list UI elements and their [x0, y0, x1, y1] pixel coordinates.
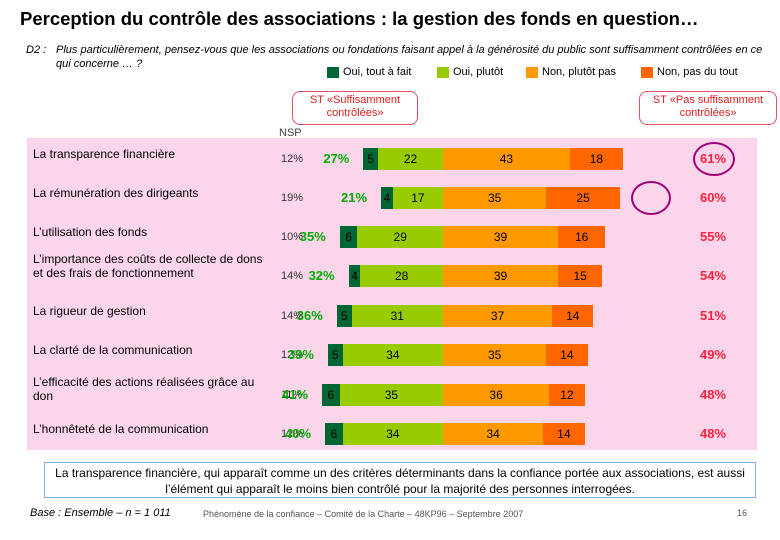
- st-satisfied-value: 41%: [282, 387, 309, 402]
- bar-non-plutot-pas: 39: [443, 226, 559, 248]
- conclusion-text-end: pour la majorité des personnes interrogé…: [400, 482, 635, 496]
- nsp-value: 14%: [281, 310, 304, 322]
- nsp-header: NSP: [279, 127, 302, 139]
- page-number: 16: [737, 508, 748, 518]
- nsp-value: 12%: [281, 428, 304, 440]
- bar-non-pas-du-tout: 14: [543, 423, 585, 445]
- nsp-value: 19%: [281, 192, 304, 204]
- st-satisfied-value: 36%: [296, 308, 323, 323]
- bar-non-pas-du-tout: 16: [558, 226, 606, 248]
- bar-non-pas-du-tout: 25: [546, 187, 620, 209]
- nsp-value: 12%: [281, 153, 304, 165]
- legend-swatch: [526, 67, 538, 78]
- st-unsatisfied-value: 51%: [699, 308, 727, 323]
- highlight-circle: [693, 142, 735, 176]
- legend-swatch: [327, 67, 339, 78]
- legend-label: Non, pas du tout: [657, 66, 738, 78]
- bar-oui-plutot: 28: [360, 265, 443, 287]
- question-number: D2 :: [26, 44, 47, 56]
- st-unsatisfied-value: 48%: [699, 387, 727, 402]
- legend-label: Non, plutôt pas: [542, 66, 616, 78]
- bar-non-pas-du-tout: 12: [549, 384, 585, 406]
- bar-oui-tout-a-fait: 4: [381, 187, 393, 209]
- bar-oui-tout-a-fait: 4: [348, 265, 361, 287]
- bar-non-plutot-pas: 39: [443, 265, 559, 287]
- row-label: L’importance des coûts de collecte de do…: [33, 252, 263, 280]
- highlight-circle: [631, 181, 671, 215]
- question-text: Plus particulièrement, pensez-vous que l…: [56, 44, 763, 70]
- row-label: L’efficacité des actions réalisées grâce…: [33, 375, 255, 403]
- bar-oui-plutot: 31: [351, 305, 443, 327]
- bar-oui-plutot: 35: [339, 384, 443, 406]
- bar-oui-tout-a-fait: 5: [336, 305, 352, 327]
- conclusion-box: La transparence financière, qui apparaît…: [44, 462, 756, 498]
- bar-non-pas-du-tout: 14: [546, 344, 588, 366]
- bar-non-pas-du-tout: 15: [558, 265, 603, 287]
- bar-non-pas-du-tout: 18: [569, 148, 623, 170]
- nsp-value: 10%: [281, 231, 304, 243]
- bar-oui-tout-a-fait: 6: [325, 423, 343, 445]
- st-satisfied-value: 35%: [299, 229, 326, 244]
- bar-non-plutot-pas: 34: [443, 423, 544, 445]
- row-label: La clarté de la communication: [33, 343, 193, 357]
- row-label: La rémunération des dirigeants: [33, 186, 199, 200]
- bar-oui-tout-a-fait: 6: [322, 384, 340, 406]
- bar-non-plutot-pas: 37: [443, 305, 553, 327]
- nsp-value: 12%: [281, 349, 304, 361]
- bar-non-plutot-pas: 43: [443, 148, 570, 170]
- legend-label: Oui, plutôt: [453, 66, 504, 78]
- st-satisfied-value: 32%: [308, 268, 335, 283]
- conclusion-text-main: La transparence financière, qui apparaît…: [55, 466, 745, 496]
- bar-non-pas-du-tout: 14: [552, 305, 594, 327]
- bar-oui-plutot: 22: [378, 148, 443, 170]
- nsp-value: 11%: [281, 389, 303, 401]
- st-satisfied-value: 40%: [284, 426, 312, 441]
- st-unsatisfied-value: 60%: [699, 190, 727, 205]
- st-unsatisfied-value: 55%: [699, 229, 727, 244]
- legend-swatch: [641, 67, 653, 78]
- page-title: Perception du contrôle des associations …: [20, 8, 699, 29]
- st-satisfied-value: 39%: [287, 347, 314, 362]
- bar-oui-tout-a-fait: 5: [327, 344, 343, 366]
- bar-oui-plutot: 34: [342, 344, 443, 366]
- row-label: La transparence financière: [33, 147, 176, 161]
- st-satisfied-value: 27%: [323, 151, 350, 166]
- legend-label: Oui, tout à fait: [343, 66, 412, 78]
- st-unsatisfied-value: 49%: [699, 347, 727, 362]
- row-label: La rigueur de gestion: [33, 304, 146, 318]
- legend-swatch: [437, 67, 449, 78]
- st-satisfied-value: 21%: [341, 190, 368, 205]
- bar-oui-tout-a-fait: 6: [339, 226, 358, 248]
- st-satisfied-header: ST «Suffisamment contrôlées»: [292, 91, 418, 125]
- bar-non-plutot-pas: 35: [443, 344, 547, 366]
- row-label: L’utilisation des fonds: [33, 225, 148, 239]
- bar-oui-plutot: 34: [342, 423, 443, 445]
- st-unsatisfied-header: ST «Pas suffisamment contrôlées»: [639, 91, 777, 125]
- bar-oui-plutot: 17: [392, 187, 443, 209]
- base-note: Base : Ensemble – n = 1 011: [30, 507, 171, 519]
- bar-non-plutot-pas: 36: [443, 384, 550, 406]
- bar-oui-plutot: 29: [357, 226, 443, 248]
- bar-non-plutot-pas: 35: [443, 187, 547, 209]
- footer: Phénomène de la confiance – Comité de la…: [203, 509, 524, 519]
- row-label: L’honnêteté de la communication: [33, 422, 209, 436]
- nsp-value: 14%: [281, 270, 304, 282]
- bar-oui-tout-a-fait: 5: [363, 148, 379, 170]
- st-unsatisfied-value: 54%: [699, 268, 727, 283]
- st-unsatisfied-value: 48%: [699, 426, 727, 441]
